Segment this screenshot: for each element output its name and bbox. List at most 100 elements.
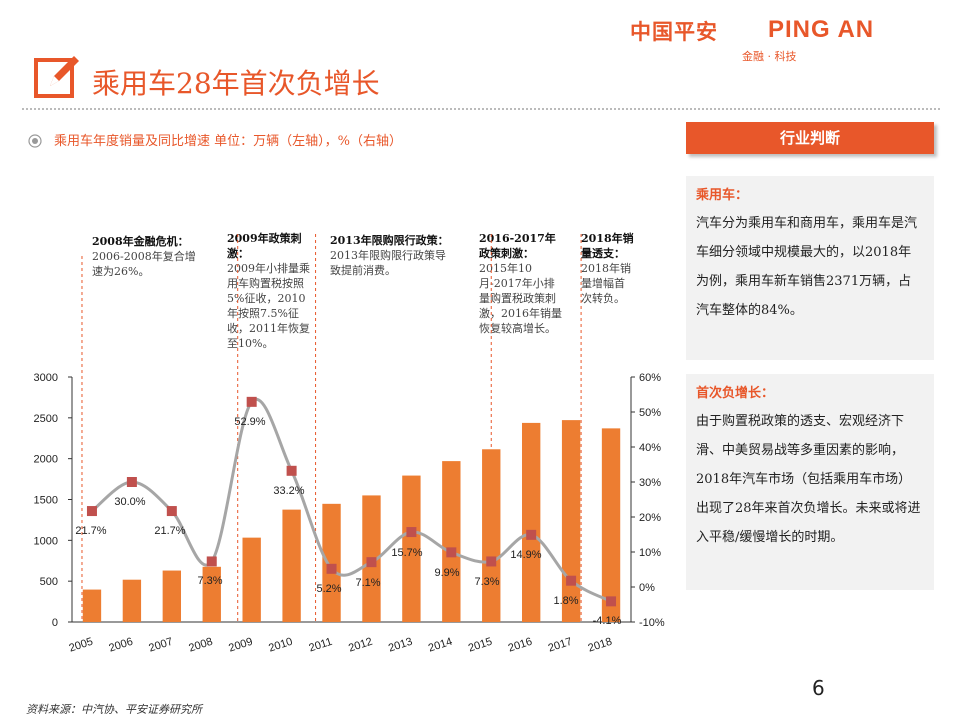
bar	[402, 475, 421, 622]
title-divider	[22, 108, 940, 110]
growth-rate-marker	[206, 556, 217, 567]
bar	[202, 566, 221, 622]
growth-rate-data-label: 9.9%	[434, 567, 459, 579]
panel-heading: 首次负增长：	[696, 386, 775, 401]
data-source: 资料来源：中汽协、平安证券研究所	[26, 703, 202, 716]
x-tick-label: 2008	[187, 636, 214, 655]
annotation-2016-2017: 2016-2017年政策刺激： 2015年10月-2017年小排量购置税政策刺激…	[479, 231, 563, 336]
annotation-heading: 2018年销量透支：	[581, 232, 634, 260]
panel-text: 汽车分为乘用车和商用车，乘用车是汽车细分领域中规模最大的，以2018年为例，乘用…	[696, 216, 918, 318]
x-tick-label: 2016	[507, 636, 534, 655]
bar	[561, 420, 581, 622]
x-tick-label: 2011	[308, 636, 334, 655]
growth-rate-data-label: 30.0%	[114, 496, 145, 508]
bar	[521, 422, 541, 622]
panel-text: 由于购置税政策的透支、宏观经济下滑、中美贸易战等多重因素的影响，2018年汽车市…	[696, 414, 921, 545]
growth-rate-marker	[326, 563, 337, 574]
bar	[122, 579, 142, 622]
x-tick-label: 2015	[467, 636, 494, 655]
page-title: 乘用车28年首次负增长	[92, 67, 380, 100]
annotation-text: 2009年小排量乘用车购置税按照5%征收，2010年按照7.5%征收，2011年…	[227, 262, 310, 350]
x-tick-label: 2007	[147, 636, 174, 655]
growth-rate-data-label: 21.7%	[154, 525, 185, 537]
sidebar-panel-negative-growth: 首次负增长： 由于购置税政策的透支、宏观经济下滑、中美贸易战等多重因素的影响，2…	[686, 374, 934, 590]
x-tick-label: 2006	[107, 636, 134, 655]
growth-rate-marker	[406, 527, 417, 538]
logo-chinese: 中国平安	[630, 20, 718, 44]
y-left-tick-label: 1500	[34, 495, 58, 507]
page-number: 6	[812, 676, 825, 700]
bar	[601, 428, 621, 622]
y-left-tick-label: 2000	[34, 454, 58, 466]
growth-rate-marker	[606, 596, 617, 607]
y-right-tick-label: 60%	[639, 372, 661, 384]
growth-rate-marker	[246, 396, 257, 407]
chart-subtitle: 乘用车年度销量及同比增速 单位：万辆（左轴），%（右轴）	[54, 134, 402, 149]
annotation-2008: 2008年金融危机： 2006-2008年复合增速为26%。	[92, 234, 204, 279]
annotation-2013: 2013年限购限行政策： 2013年限购限行政策导致提前消费。	[330, 233, 456, 278]
growth-rate-marker	[446, 547, 457, 558]
growth-rate-marker	[166, 506, 177, 517]
y-right-tick-label: 40%	[639, 442, 661, 454]
y-right-tick-label: 0%	[639, 582, 655, 594]
x-tick-label: 2018	[587, 636, 614, 655]
growth-rate-data-label: 5.2%	[316, 583, 341, 595]
growth-rate-data-label: 52.9%	[234, 416, 265, 428]
y-left-tick-label: 2500	[34, 413, 58, 425]
y-right-tick-label: -10%	[639, 617, 665, 629]
edit-pencil-icon	[34, 56, 79, 98]
growth-rate-data-label: 33.2%	[273, 485, 304, 497]
bar	[162, 570, 182, 622]
logo-tagline: 金融 · 科技	[742, 50, 797, 63]
bar	[282, 509, 301, 622]
sidebar-panel-passenger-car: 乘用车： 汽车分为乘用车和商用车，乘用车是汽车细分领域中规模最大的，以2018年…	[686, 176, 934, 360]
x-tick-label: 2010	[267, 636, 294, 655]
x-tick-label: 2005	[68, 636, 95, 655]
logo-english: PING AN	[768, 16, 875, 43]
y-left-tick-label: 1000	[34, 535, 58, 547]
annotation-text: 2018年销量增幅首次转负。	[581, 262, 631, 305]
annotation-text: 2006-2008年复合增速为26%。	[92, 250, 196, 278]
growth-rate-marker	[126, 477, 137, 487]
bar	[242, 537, 261, 622]
growth-rate-marker	[566, 575, 577, 586]
growth-rate-data-label: 14.9%	[510, 549, 541, 561]
growth-rate-marker	[86, 506, 97, 517]
radio-target-icon	[28, 134, 42, 148]
growth-rate-data-label: 15.7%	[391, 547, 422, 559]
x-tick-label: 2009	[227, 636, 254, 655]
annotation-heading: 2013年限购限行政策：	[330, 234, 449, 247]
annotation-2009: 2009年政策刺激： 2009年小排量乘用车购置税按照5%征收，2010年按照7…	[227, 231, 313, 351]
y-right-tick-label: 30%	[639, 477, 661, 489]
bar	[322, 503, 341, 622]
panel-heading: 乘用车：	[696, 188, 749, 203]
industry-judgement-button[interactable]: 行业判断	[686, 122, 934, 154]
annotation-text: 2013年限购限行政策导致提前消费。	[330, 249, 446, 277]
x-tick-label: 2012	[347, 636, 374, 655]
bar	[442, 461, 461, 622]
annotation-text: 2015年10月-2017年小排量购置税政策刺激，2016年销量恢复较高增长。	[479, 262, 562, 335]
y-right-tick-label: 50%	[639, 407, 661, 419]
growth-rate-marker	[526, 529, 537, 540]
x-tick-label: 2017	[547, 636, 574, 655]
growth-rate-marker	[286, 465, 297, 476]
annotation-heading: 2008年金融危机：	[92, 235, 189, 248]
x-tick-label: 2013	[387, 636, 414, 655]
bar	[82, 589, 102, 622]
annotation-heading: 2016-2017年政策刺激：	[479, 232, 556, 260]
y-right-tick-label: 10%	[639, 547, 661, 559]
growth-rate-data-label: -4.1%	[593, 615, 622, 627]
growth-rate-marker	[366, 557, 377, 568]
y-left-tick-label: 500	[40, 576, 58, 588]
bar	[482, 449, 501, 622]
annotation-2018: 2018年销量透支： 2018年销量增幅首次转负。	[581, 231, 635, 306]
growth-rate-data-label: 7.3%	[197, 575, 222, 587]
y-left-tick-label: 0	[52, 617, 58, 629]
growth-rate-data-label: 21.7%	[75, 525, 106, 537]
y-right-tick-label: 20%	[639, 512, 661, 524]
growth-rate-data-label: 1.8%	[553, 595, 578, 607]
growth-rate-data-label: 7.3%	[474, 576, 499, 588]
x-tick-label: 2014	[427, 636, 454, 655]
growth-rate-data-label: 7.1%	[355, 577, 380, 589]
